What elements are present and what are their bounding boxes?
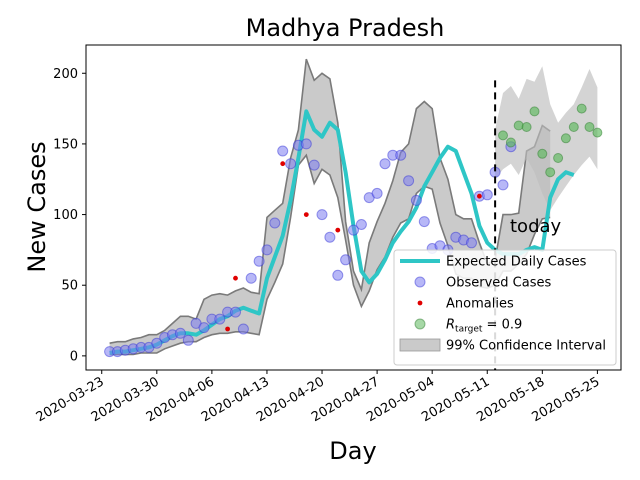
observed-point [230, 306, 241, 318]
legend-label: Expected Daily Cases [446, 255, 587, 270]
y-tick-label: 150 [53, 137, 78, 152]
observed-point [355, 219, 367, 230]
observed-point [379, 158, 391, 170]
projection-point [560, 133, 571, 144]
observed-point [371, 187, 383, 199]
chart-title: Madhya Pradesh [246, 14, 445, 42]
observed-point [466, 237, 477, 249]
observed-point [253, 255, 265, 267]
observed-point [395, 149, 407, 161]
observed-point [332, 269, 344, 281]
plot-area [104, 58, 603, 370]
legend-swatch-marker [414, 318, 426, 330]
legend-box [393, 249, 617, 366]
projection-point [498, 130, 508, 141]
legend-swatch-anomaly [417, 300, 423, 306]
observed-point [410, 194, 422, 206]
confidence-interval-band [109, 59, 551, 355]
y-tick-label: 100 [53, 208, 78, 223]
axes-frame [85, 44, 622, 371]
observed-point [151, 337, 163, 349]
observed-point [481, 189, 493, 201]
projection-point [537, 148, 548, 159]
projection-point [529, 106, 540, 117]
anomaly-point [233, 275, 238, 281]
y-tick-label: 0 [70, 349, 78, 364]
observed-point [237, 323, 249, 335]
y-tick-label: 200 [53, 67, 78, 82]
observed-point [214, 313, 226, 325]
legend-label: 99% Confidence Interval [446, 339, 606, 354]
anomaly-point [303, 212, 309, 218]
observed-point [418, 216, 430, 228]
projection-point [521, 122, 532, 132]
projection-point [505, 137, 516, 148]
observed-point [348, 224, 359, 236]
projection-point [592, 127, 603, 138]
today-annotation: today [510, 216, 562, 237]
legend-label: Rtarget = 0.9 [446, 318, 522, 335]
y-axis: 0 50 100 150 200 [53, 67, 86, 364]
observed-point [403, 175, 415, 187]
observed-point [324, 231, 336, 243]
legend: Expected Daily Cases Observed Cases Anomal… [393, 249, 617, 366]
observed-point [261, 244, 273, 256]
observed-point [316, 209, 328, 221]
legend-label: Observed Cases [446, 276, 551, 291]
projection-point [568, 122, 579, 132]
observed-point [308, 159, 320, 171]
confidence-interval-band-upper-edge [109, 58, 551, 344]
legend-swatch-marker [414, 276, 426, 288]
legend-swatch-ci [399, 338, 441, 352]
observed-point [340, 254, 352, 266]
legend-label: Anomalies [446, 297, 514, 312]
projection-point [576, 103, 587, 114]
observed-point [269, 217, 281, 229]
y-tick-label: 50 [61, 279, 78, 294]
x-axis-label: Day [329, 437, 376, 465]
observed-point [245, 272, 257, 284]
anomaly-point [335, 227, 341, 233]
anomaly-point [280, 161, 286, 167]
projection-point [553, 153, 564, 163]
x-axis: 2020-03-232020-03-302020-04-062020-04-13… [34, 370, 602, 425]
observed-point [174, 327, 186, 339]
projection-point [584, 122, 595, 132]
anomaly-point [477, 193, 482, 199]
observed-point [182, 334, 194, 346]
observed-point [285, 158, 297, 170]
projection-point [545, 167, 556, 178]
y-axis-label: New Cases [23, 141, 51, 272]
observed-point [277, 145, 289, 157]
observed-point [497, 179, 509, 191]
observed-point [198, 322, 210, 334]
anomaly-point [225, 326, 231, 332]
observed-point [300, 138, 312, 150]
